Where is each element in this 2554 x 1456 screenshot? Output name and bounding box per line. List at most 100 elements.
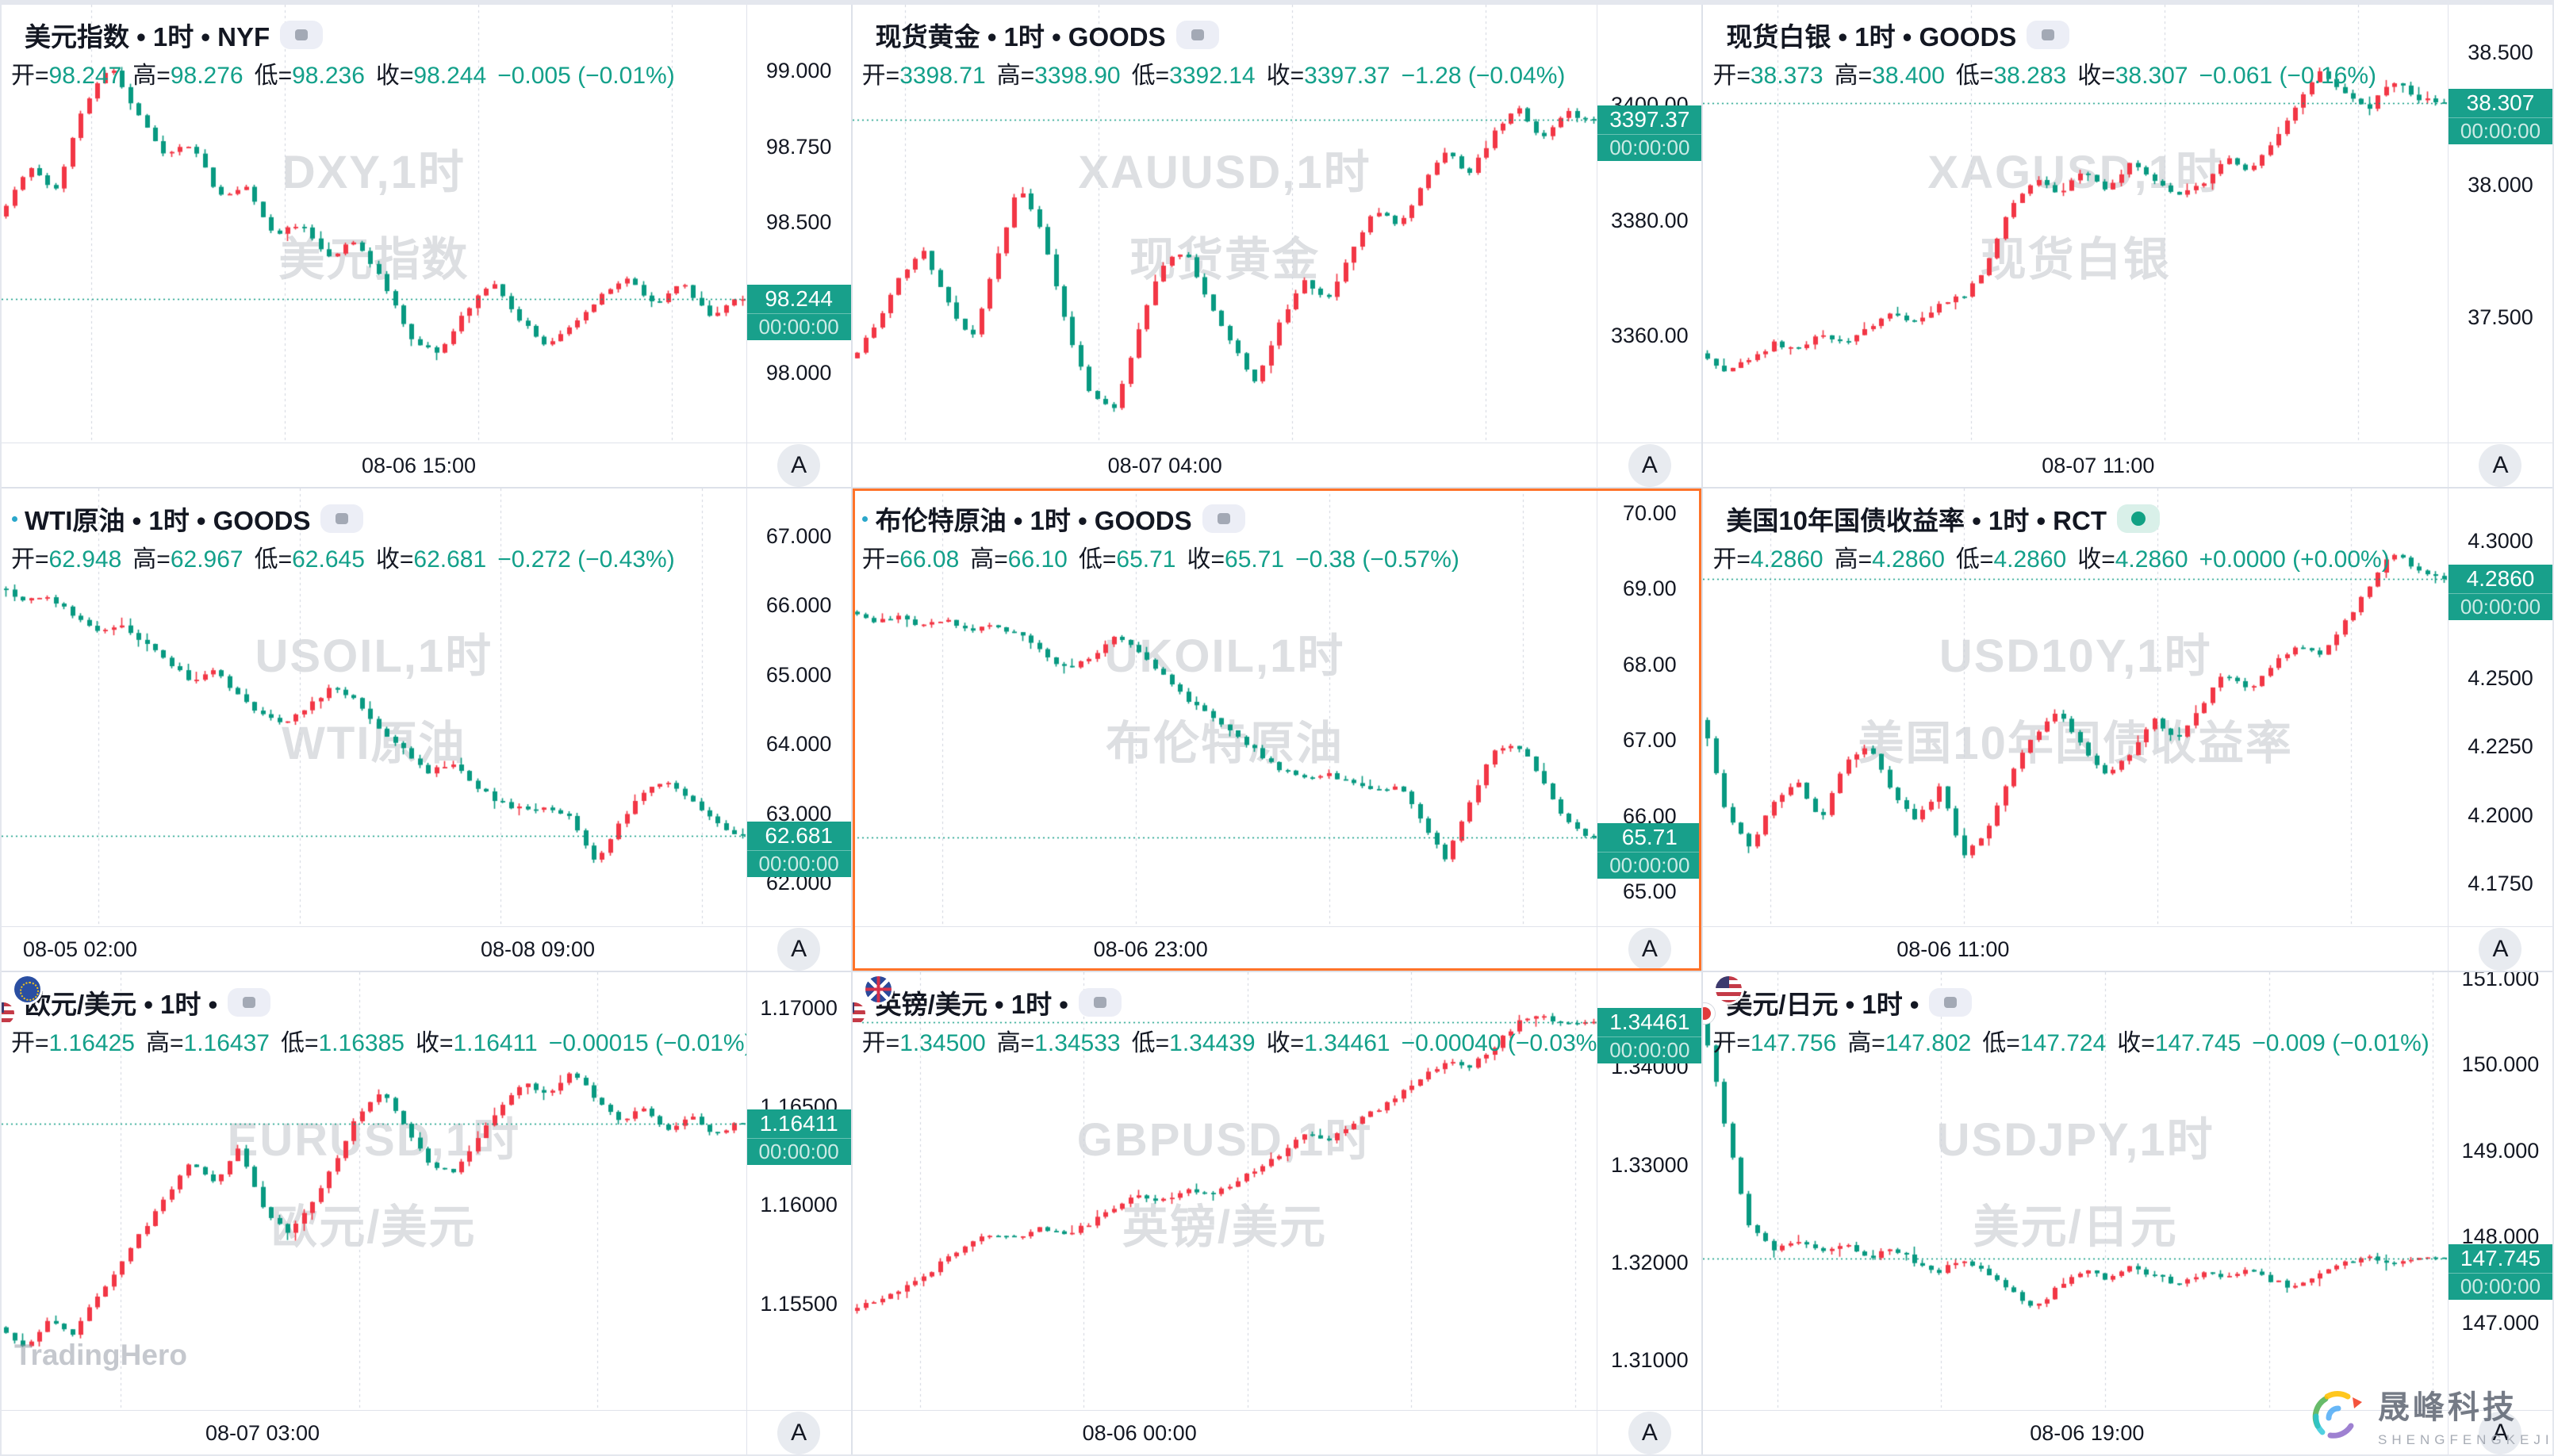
ohlc-open-value: 4.2860 [1750,546,1823,573]
ohlc-open-value: 62.948 [48,546,122,573]
ohlc-high-value: 1.16437 [183,1030,270,1056]
legend-toggle-button[interactable] [2027,21,2070,49]
legend-toggle-glyph [1093,997,1106,1008]
price-axis[interactable]: 4.3000 4.2500 4.2250 4.2000 4.1750 4.2860 00:0… [2447,489,2552,926]
ohlc-close-value: 65.71 [1225,546,1285,573]
chart-plot-area[interactable]: DXY,1时 美元指数 美元指数 • 1时 • NYF 开=98.247高=98… [2,5,746,443]
price-axis[interactable]: 1.17000 1.16500 1.16000 1.15500 1.16411 00:00… [746,972,851,1410]
legend-toggle-button[interactable] [280,21,324,49]
last-price-badge: 4.2860 00:00:00 [2448,565,2552,620]
time-axis[interactable]: 08-06 15:00 [2,443,746,487]
chart-plot-area[interactable]: USD10Y,1时 美国10年国债收益率 美国10年国债收益率 • 1时 • R… [1703,489,2448,926]
price-axis[interactable]: 151.000 150.000 149.000 148.000 147.000 147.7… [2447,972,2552,1410]
panel-title: 美元指数 • 1时 • NYF [25,22,270,52]
ohlc-open-label: 开= [11,63,49,89]
chart-panel-gbpusd[interactable]: GBPUSD,1时 英镑/美元 英镑/美元 • 1时 • 开=1.34500高=… [852,972,1702,1454]
ohlc-readout: 开= 98.247 高= 98.276 低= 98.236 收= 98.244 −0.005 (… [11,56,675,90]
ohlc-change-value: −0.38 (−0.57%) [1295,546,1459,573]
legend-toggle-button[interactable] [1175,21,1219,49]
ohlc-readout: 开= 1.34500 高= 1.34533 低= 1.34439 收= 1.34461 −0.0… [862,1023,1597,1058]
time-axis-label: 08-06 11:00 [1896,937,2010,961]
legend-toggle-button[interactable] [1078,988,1122,1017]
last-price-badge: 147.745 00:00:00 [2448,1244,2552,1300]
time-axis[interactable]: 08-07 11:00 [1703,443,2448,487]
ohlc-low-value: 1.16385 [318,1030,405,1056]
price-axis[interactable]: 1.34000 1.33000 1.32000 1.31000 1.34461 00:00… [1597,972,1702,1410]
auto-scale-button[interactable]: A [1628,1411,1671,1454]
auto-scale-button[interactable]: A [2479,1411,2522,1454]
time-axis[interactable]: 08-07 04:00 [852,443,1597,487]
price-axis[interactable]: 38.500 38.000 37.500 38.307 00:00:00 [2447,5,2552,443]
legend-toggle-glyph [2042,29,2055,40]
chart-plot-area[interactable]: XAUUSD,1时 现货黄金 现货黄金 • 1时 • GOODS 开=3398.… [852,5,1597,443]
price-axis[interactable]: 99.000 98.750 98.500 98.000 98.244 00:00:00 [746,5,851,443]
ohlc-change-value: −0.00040 (−0.03%) [1401,1030,1597,1056]
ohlc-high-label: 高= [970,546,1008,573]
ohlc-low-label: 低= [1982,1030,2020,1056]
auto-scale-button[interactable]: A [777,443,821,487]
last-price-value: 1.16411 [746,1109,851,1138]
legend-toggle-glyph [1191,29,1204,40]
ohlc-readout: 开= 4.2860 高= 4.2860 低= 4.2860 收= 4.2860 +0.0000 … [1712,539,2389,574]
chart-panel-ukoil[interactable]: UKOIL,1时 布伦特原油 布伦特原油 • 1时 • GOODS 开=66.0… [852,489,1702,971]
ohlc-change-value: −0.009 (−0.01%) [2252,1030,2429,1056]
legend-toggle-button[interactable] [1929,988,1973,1017]
chart-plot-area[interactable]: EURUSD,1时 欧元/美元 欧元/美元 • 1时 • 开=1.16425高=… [2,972,746,1410]
time-axis[interactable]: 08-06 23:00 [852,926,1597,971]
chart-plot-area[interactable]: USOIL,1时 WTI原油 WTI原油 • 1时 • GOODS 开=62.9… [2,489,746,926]
ohlc-close-value: 1.16411 [453,1030,538,1056]
auto-scale-button[interactable]: A [2479,443,2522,487]
us-flag-icon [852,1002,865,1025]
candlestick-canvas[interactable] [1703,5,2448,443]
ohlc-open-label: 开= [1712,1030,1751,1056]
chart-panel-usdjpy[interactable]: USDJPY,1时 美元/日元 美元/日元 • 1时 • 开=147.756高=… [1703,972,2552,1454]
chart-plot-area[interactable]: UKOIL,1时 布伦特原油 布伦特原油 • 1时 • GOODS 开=66.0… [852,489,1597,926]
ohlc-readout: 开= 147.756 高= 147.802 低= 147.724 收= 147.745 −0.0… [1712,1023,2429,1058]
price-tick-label: 68.00 [1623,653,1677,676]
candlestick-canvas[interactable] [852,5,1597,443]
time-axis[interactable]: 08-06 11:00 [1703,926,2448,971]
price-tick-label: 63.000 [765,802,832,826]
candlestick-canvas[interactable] [1703,489,2448,926]
time-axis[interactable]: 08-06 19:00 [1703,1410,2448,1454]
ohlc-high-value: 98.276 [170,63,244,89]
time-axis[interactable]: 08-06 00:00 [852,1410,1597,1454]
candlestick-canvas[interactable] [2,489,746,926]
candlestick-canvas[interactable] [852,489,1597,926]
price-axis[interactable]: 67.000 66.000 65.000 64.000 63.000 62.000 62.6… [746,489,851,926]
chart-panel-xauusd[interactable]: XAUUSD,1时 现货黄金 现货黄金 • 1时 • GOODS 开=3398.… [852,5,1702,487]
market-status-button[interactable] [2117,504,2160,533]
price-tick-label: 148.000 [2461,1224,2540,1248]
ohlc-close-label: 收= [415,1030,454,1056]
chart-panel-xagusd[interactable]: XAGUSD,1时 现货白银 现货白银 • 1时 • GOODS 开=38.37… [1703,5,2552,487]
ohlc-high-label: 高= [1847,1030,1885,1056]
chart-grid: DXY,1时 美元指数 美元指数 • 1时 • NYF 开=98.247高=98… [2,5,2552,1454]
price-tick-label: 4.1750 [2468,872,2533,895]
legend-toggle-button[interactable] [320,504,364,533]
price-axis[interactable]: 70.00 69.00 68.00 67.00 66.00 65.00 65.71 00:00… [1597,489,1702,926]
ohlc-close-value: 3397.37 [1304,63,1390,89]
us-flag-icon [2,1002,14,1025]
legend-toggle-button[interactable] [228,988,271,1017]
time-axis[interactable]: 08-07 03:00 [2,1410,746,1454]
auto-scale-button[interactable]: A [2479,927,2522,971]
auto-scale-button[interactable]: A [777,927,821,971]
candlestick-canvas[interactable] [2,5,746,443]
chart-panel-usoil[interactable]: USOIL,1时 WTI原油 WTI原油 • 1时 • GOODS 开=62.9… [2,489,851,971]
chart-panel-dxy[interactable]: DXY,1时 美元指数 美元指数 • 1时 • NYF 开=98.247高=98… [2,5,851,487]
chart-panel-eurusd[interactable]: EURUSD,1时 欧元/美元 欧元/美元 • 1时 • 开=1.16425高=… [2,972,851,1454]
price-axis[interactable]: 3400.00 3380.00 3360.00 3397.37 00:00:00 [1597,5,1702,443]
time-axis[interactable]: 08-05 02:00 08-08 09:00 [2,926,746,971]
legend-toggle-button[interactable] [1202,504,1245,533]
auto-scale-button[interactable]: A [777,1411,821,1454]
chart-plot-area[interactable]: USDJPY,1时 美元/日元 美元/日元 • 1时 • 开=147.756高=… [1703,972,2448,1410]
price-tick-label: 4.2250 [2468,734,2533,758]
chart-plot-area[interactable]: GBPUSD,1时 英镑/美元 英镑/美元 • 1时 • 开=1.34500高=… [852,972,1597,1410]
auto-scale-button[interactable]: A [1628,927,1671,971]
candlestick-canvas[interactable] [852,972,1597,1410]
chart-panel-us10y[interactable]: USD10Y,1时 美国10年国债收益率 美国10年国债收益率 • 1时 • R… [1703,489,2552,971]
candlestick-canvas[interactable] [2,972,746,1410]
auto-scale-button[interactable]: A [1628,443,1671,487]
candlestick-canvas[interactable] [1703,972,2448,1410]
chart-plot-area[interactable]: XAGUSD,1时 现货白银 现货白银 • 1时 • GOODS 开=38.37… [1703,5,2448,443]
